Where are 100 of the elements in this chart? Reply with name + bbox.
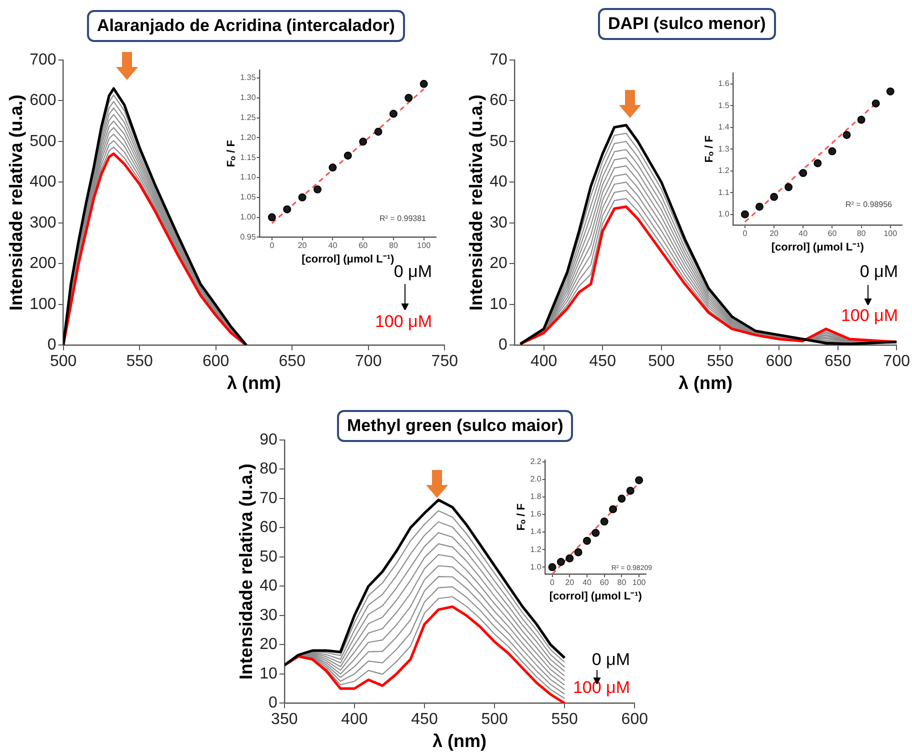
y-tick-label: 2.2 bbox=[530, 456, 542, 466]
y-tick-label: 2.0 bbox=[530, 474, 542, 484]
y-tick-label: 1.05 bbox=[240, 192, 256, 202]
y-tick-label: 70 bbox=[260, 490, 278, 507]
y-tick-label: 600 bbox=[30, 92, 56, 110]
y-tick-label: 1.25 bbox=[240, 112, 256, 122]
y-tick-label: 30 bbox=[260, 606, 278, 624]
y-tick-label: 1.5 bbox=[718, 100, 730, 110]
x-axis-title: [corrol] (μmol L⁻¹) bbox=[302, 253, 395, 266]
y-tick-label: 0.95 bbox=[240, 232, 256, 242]
y-axis-title: Intensidade relativa (u.a.) bbox=[6, 94, 26, 311]
y-tick-label: 1.6 bbox=[530, 510, 542, 519]
y-tick-label: 1.35 bbox=[240, 73, 256, 82]
y-tick-label: 1.4 bbox=[530, 527, 542, 536]
y-tick-label: 1.2 bbox=[530, 544, 542, 554]
y-tick-label: 80 bbox=[260, 460, 278, 478]
y-tick-label: 300 bbox=[30, 214, 56, 232]
x-tick-label: 700 bbox=[355, 353, 382, 370]
x-tick-label: 100 bbox=[632, 578, 646, 588]
x-tick-label: 60 bbox=[358, 241, 368, 250]
x-tick-label: 40 bbox=[328, 241, 338, 250]
y-tick-label: 0 bbox=[268, 694, 278, 712]
annotation: 100 μM bbox=[572, 678, 630, 698]
y-tick-label: 1.0 bbox=[530, 562, 542, 572]
y-tick-label: 1.15 bbox=[240, 152, 256, 162]
y-tick-label: 500 bbox=[30, 132, 56, 150]
chart-title: DAPI (sulco menor) bbox=[598, 8, 776, 40]
y-tick-label: 100 bbox=[30, 296, 56, 313]
y-tick-label: 20 bbox=[490, 255, 508, 272]
chart-title: Methyl green (sulco maior) bbox=[337, 410, 574, 442]
x-tick-label: 100 bbox=[884, 229, 898, 238]
x-tick-label: 100 bbox=[417, 241, 432, 250]
annotation: 100 μM bbox=[374, 312, 432, 332]
y-tick-label: 20 bbox=[260, 636, 278, 654]
y-tick-label: 50 bbox=[260, 548, 278, 566]
y-tick-label: 1.30 bbox=[240, 93, 256, 102]
x-tick-label: 350 bbox=[271, 711, 298, 728]
x-tick-label: 500 bbox=[648, 353, 675, 370]
x-tick-label: 450 bbox=[411, 711, 438, 728]
y-axis-title: Intensidade relativa (u.a.) bbox=[236, 464, 256, 680]
y-tick-label: 1.1 bbox=[718, 188, 730, 197]
x-tick-label: 40 bbox=[582, 578, 592, 588]
y-tick-label: 50 bbox=[490, 132, 508, 150]
x-axis-title: λ (nm) bbox=[226, 373, 281, 394]
y-tick-label: 10 bbox=[490, 296, 508, 313]
y-tick-label: 400 bbox=[30, 174, 56, 191]
x-tick-label: 600 bbox=[621, 711, 648, 728]
y-tick-label: 1.00 bbox=[240, 212, 256, 222]
y-tick-label: 1.10 bbox=[240, 172, 256, 182]
x-axis-title: λ (nm) bbox=[678, 373, 733, 394]
y-tick-label: 60 bbox=[490, 92, 508, 110]
x-tick-label: 0 bbox=[550, 578, 556, 588]
x-axis-title: λ (nm) bbox=[432, 731, 487, 752]
x-tick-label: 60 bbox=[600, 578, 610, 588]
y-axis-title: Fₒ / F bbox=[516, 503, 528, 531]
y-tick-label: 70 bbox=[490, 51, 508, 68]
y-tick-label: 10 bbox=[260, 665, 278, 682]
y-tick-label: 0 bbox=[498, 336, 508, 354]
x-tick-label: 650 bbox=[278, 353, 306, 370]
annotation: 0 μM bbox=[860, 262, 898, 282]
y-tick-label: 1.2 bbox=[718, 166, 730, 176]
x-tick-label: 20 bbox=[298, 241, 308, 250]
y-tick-label: 1.4 bbox=[718, 122, 730, 132]
x-tick-label: 600 bbox=[202, 353, 230, 370]
annotation: R² = 0.98956 bbox=[846, 200, 892, 209]
x-tick-label: 550 bbox=[551, 711, 578, 728]
y-axis-title: Intensidade relativa (u.a.) bbox=[466, 94, 486, 311]
x-tick-label: 650 bbox=[824, 353, 852, 370]
annotation: 0 μM bbox=[592, 650, 630, 670]
x-tick-label: 550 bbox=[126, 353, 154, 370]
y-tick-label: 700 bbox=[30, 51, 56, 68]
y-tick-label: 200 bbox=[30, 255, 56, 272]
y-tick-label: 60 bbox=[260, 519, 278, 536]
x-tick-label: 500 bbox=[50, 353, 77, 370]
x-tick-label: 600 bbox=[766, 353, 792, 370]
y-tick-label: 30 bbox=[490, 214, 508, 232]
y-tick-label: 1.8 bbox=[530, 492, 542, 502]
x-tick-label: 550 bbox=[706, 353, 734, 370]
y-axis-title: Fₒ / F bbox=[226, 140, 238, 168]
chart-title: Alaranjado de Acridina (intercalador) bbox=[87, 10, 405, 42]
x-tick-label: 0 bbox=[742, 229, 748, 238]
annotation: 100 μM bbox=[840, 306, 898, 326]
x-axis-title: [corrol] (μmol L⁻¹) bbox=[549, 590, 642, 602]
x-tick-label: 20 bbox=[770, 229, 780, 238]
x-tick-label: 60 bbox=[828, 229, 838, 238]
y-tick-label: 90 bbox=[260, 431, 278, 448]
y-tick-label: 0 bbox=[47, 336, 56, 354]
y-tick-label: 1.20 bbox=[240, 132, 256, 142]
x-tick-label: 40 bbox=[798, 229, 808, 238]
x-tick-label: 450 bbox=[589, 353, 616, 370]
y-tick-label: 1.3 bbox=[718, 144, 730, 154]
x-tick-label: 80 bbox=[617, 578, 627, 588]
x-tick-label: 20 bbox=[565, 578, 575, 588]
x-tick-label: 400 bbox=[341, 711, 368, 728]
x-tick-label: 750 bbox=[431, 353, 458, 370]
annotation: 0 μM bbox=[394, 262, 432, 282]
x-tick-label: 700 bbox=[883, 353, 910, 370]
x-axis-title: [corrol] (μmol L⁻¹) bbox=[771, 241, 864, 254]
y-axis-title: Fₒ / F bbox=[704, 135, 716, 163]
y-tick-label: 1.0 bbox=[718, 210, 730, 219]
